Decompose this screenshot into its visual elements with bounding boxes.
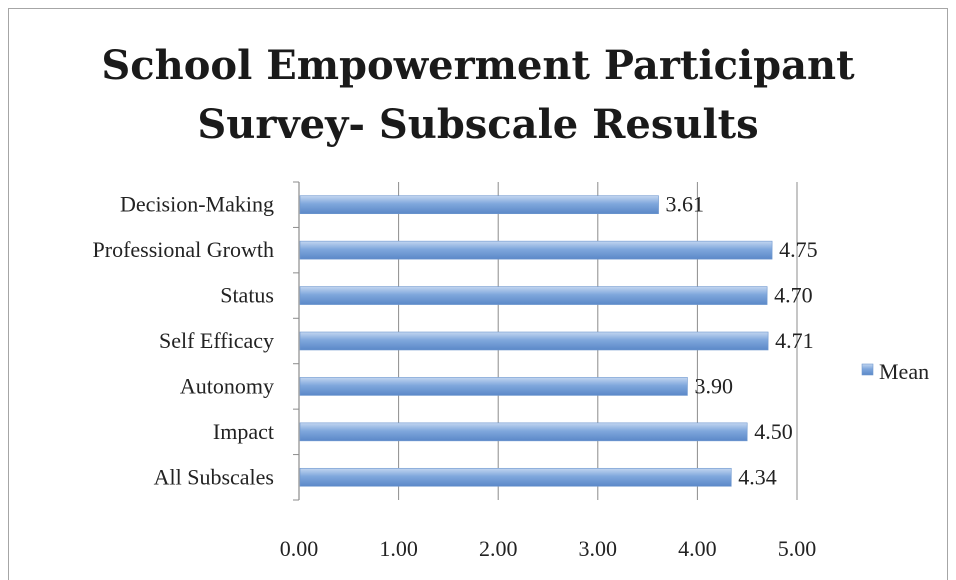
data-label: 4.75: [779, 237, 818, 262]
legend-label: Mean: [879, 359, 929, 384]
x-tick-label: 4.00: [678, 536, 717, 561]
labels: 0.00 1.00 2.00 3.00 4.00 5.00 Decision-Making 3…: [93, 192, 818, 561]
category-label: Autonomy: [180, 373, 274, 398]
data-label: 4.34: [738, 464, 777, 489]
category-label: Professional Growth: [93, 237, 274, 262]
x-tick-label: 1.00: [379, 536, 418, 561]
data-label: 3.90: [694, 373, 733, 398]
category-label: Self Efficacy: [159, 328, 274, 353]
category-label: Decision-Making: [120, 192, 274, 217]
bar: [299, 331, 769, 351]
category-label: Impact: [213, 419, 274, 444]
data-label: 3.61: [666, 192, 705, 217]
x-tick-label: 5.00: [778, 536, 817, 561]
data-label: 4.70: [774, 283, 813, 308]
legend: Mean: [861, 359, 929, 384]
legend-swatch: [861, 363, 874, 376]
bar: [299, 195, 659, 215]
x-tick-label: 0.00: [280, 536, 319, 561]
chart-title-line-1: School Empowerment Participant: [101, 42, 855, 89]
chart-title-line-2: Survey- Subscale Results: [197, 101, 759, 148]
bar: [299, 467, 732, 487]
data-label: 4.50: [754, 419, 793, 444]
x-tick-label: 3.00: [579, 536, 618, 561]
bar: [299, 286, 768, 305]
category-label: All Subscales: [154, 464, 274, 489]
bar: [299, 240, 773, 260]
category-label: Status: [220, 283, 274, 308]
x-tick-label: 2.00: [479, 536, 518, 561]
bars: [299, 195, 773, 487]
bar: [299, 377, 688, 396]
bar: [299, 422, 748, 442]
data-label: 4.71: [775, 328, 814, 353]
